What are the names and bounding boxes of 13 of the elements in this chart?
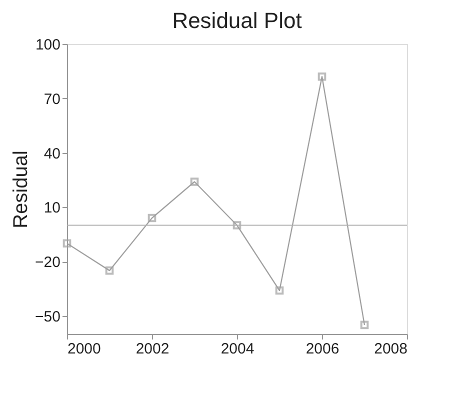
x-tick-label: 2008 xyxy=(374,340,408,358)
y-tick-label: 70 xyxy=(44,90,60,108)
y-tick-label: −50 xyxy=(35,308,60,326)
x-tick-label: 2002 xyxy=(136,340,170,358)
x-tick-label: 2000 xyxy=(68,340,101,358)
y-tick-label: −20 xyxy=(35,254,60,271)
y-tick-label: 100 xyxy=(35,36,60,54)
y-tick-label: 10 xyxy=(44,200,60,217)
x-tick-label: 2006 xyxy=(306,340,340,358)
y-tick-label: 40 xyxy=(44,145,60,162)
y-axis-title: Residual xyxy=(10,150,32,228)
chart-title: Residual Plot xyxy=(172,8,302,33)
x-tick-label: 2004 xyxy=(220,340,254,358)
